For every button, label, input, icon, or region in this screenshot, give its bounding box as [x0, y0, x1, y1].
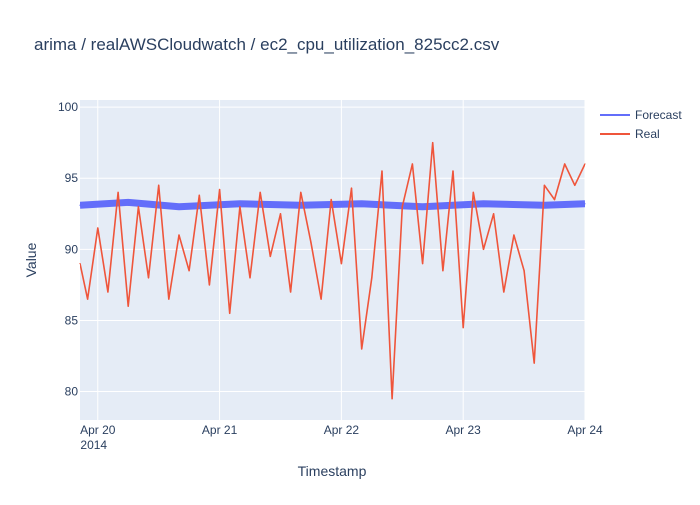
plot-area: [80, 100, 585, 420]
data-point-real: [401, 206, 403, 208]
legend-label-real: Real: [635, 127, 660, 141]
y-axis-title: Value: [23, 242, 39, 277]
series-layer: [79, 141, 586, 400]
data-point-real: [432, 142, 434, 144]
data-point-real: [290, 291, 292, 293]
data-point-forecast: [543, 204, 546, 206]
data-point-real: [350, 187, 353, 189]
data-point-real: [259, 191, 261, 193]
data-point-real: [391, 398, 393, 400]
data-point-real: [127, 305, 129, 307]
data-point-real: [219, 189, 221, 191]
data-point-real: [188, 270, 190, 272]
data-point-forecast: [127, 201, 129, 203]
data-point-real: [371, 277, 373, 279]
data-point-real: [381, 170, 383, 172]
data-point-real: [147, 277, 150, 279]
data-point-real: [574, 184, 576, 186]
data-point-real: [462, 327, 464, 329]
y-tick-label: 95: [65, 171, 79, 185]
y-tick-label: 80: [65, 385, 79, 399]
x-tick-sublabel: 2014: [80, 438, 107, 452]
legend-label-forecast: Forecast: [635, 108, 682, 122]
data-point-forecast: [422, 206, 424, 208]
x-tick-label: Apr 21: [202, 423, 238, 437]
data-point-forecast: [361, 203, 363, 205]
legend[interactable]: Forecast Real: [600, 108, 682, 141]
legend-item-real[interactable]: Real: [600, 127, 660, 141]
data-point-real: [87, 298, 89, 300]
data-point-real: [320, 298, 322, 300]
data-point-real: [543, 184, 546, 186]
data-point-real: [422, 263, 424, 265]
data-point-real: [178, 234, 180, 236]
data-point-real: [340, 263, 342, 265]
data-point-forecast: [239, 203, 241, 205]
data-point-real: [239, 206, 241, 208]
data-point-real: [361, 348, 363, 350]
data-point-real: [533, 362, 535, 364]
data-point-real: [97, 227, 99, 229]
data-point-real: [513, 234, 515, 236]
data-point-real: [503, 291, 505, 293]
data-point-real: [553, 199, 556, 201]
data-point-forecast: [79, 204, 81, 206]
data-point-real: [79, 263, 81, 265]
x-tick-label: Apr 20: [80, 423, 116, 437]
data-point-real: [482, 248, 485, 250]
data-point-real: [158, 184, 160, 186]
data-point-real: [584, 163, 586, 165]
data-point-real: [452, 170, 454, 172]
x-tick-label: Apr 24: [567, 423, 603, 437]
data-point-real: [493, 213, 495, 215]
y-tick-label: 100: [58, 100, 78, 114]
data-point-real: [198, 194, 200, 196]
legend-item-forecast[interactable]: Forecast: [600, 108, 682, 122]
data-point-real: [472, 191, 474, 193]
data-point-real: [411, 163, 413, 165]
data-point-real: [269, 255, 271, 257]
data-point-real: [564, 163, 566, 165]
data-point-forecast: [482, 203, 485, 205]
data-point-real: [229, 312, 231, 314]
data-point-real: [279, 213, 282, 215]
y-tick-label: 90: [65, 242, 79, 256]
chart-title: arima / realAWSCloudwatch / ec2_cpu_util…: [34, 35, 500, 54]
data-point-real: [117, 191, 119, 193]
data-point-real: [107, 291, 109, 293]
data-point-real: [523, 270, 525, 272]
data-point-real: [300, 191, 302, 193]
data-point-forecast: [584, 203, 586, 205]
data-point-real: [442, 270, 444, 272]
x-tick-label: Apr 22: [324, 423, 360, 437]
data-point-real: [137, 206, 139, 208]
data-point-forecast: [178, 206, 180, 208]
data-point-real: [310, 241, 312, 243]
data-point-forecast: [300, 204, 302, 206]
y-tick-label: 85: [65, 313, 79, 327]
x-axis-title: Timestamp: [298, 463, 367, 479]
data-point-real: [168, 298, 170, 300]
x-tick-label: Apr 23: [446, 423, 482, 437]
data-point-real: [208, 284, 210, 286]
data-point-real: [249, 277, 251, 279]
data-point-real: [330, 199, 332, 201]
